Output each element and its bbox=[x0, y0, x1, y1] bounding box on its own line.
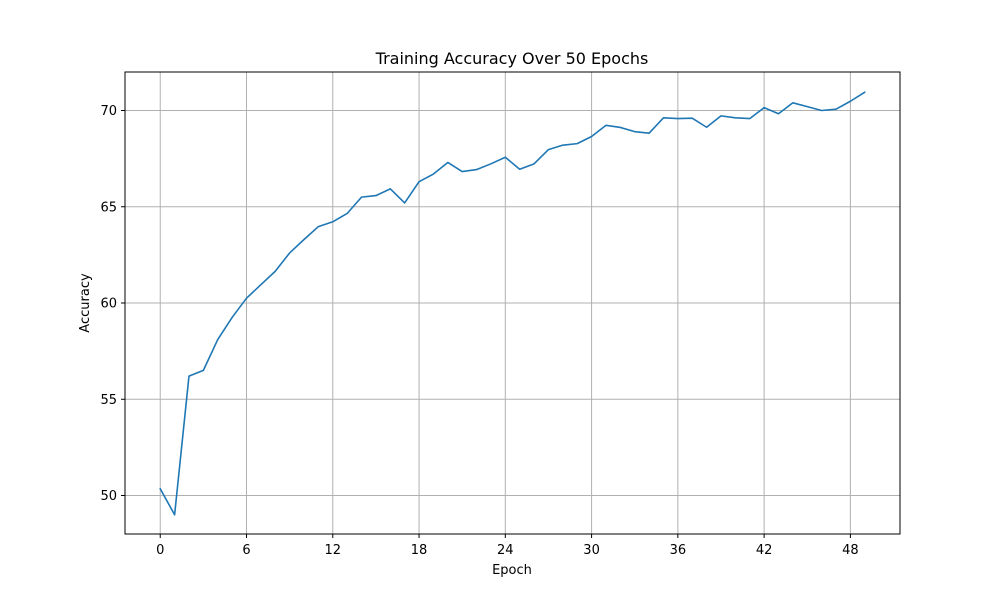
x-tick-label: 48 bbox=[842, 543, 859, 558]
y-tick-label: 70 bbox=[100, 104, 117, 119]
x-tick-label: 36 bbox=[670, 543, 687, 558]
x-tick-label: 24 bbox=[497, 543, 514, 558]
x-tick-label: 0 bbox=[156, 543, 164, 558]
x-tick-label: 30 bbox=[583, 543, 600, 558]
y-axis-label: Accuracy bbox=[78, 273, 93, 333]
ticks: 0 6 12 18 24 30 36 42 48 50 55 60 65 70 bbox=[100, 104, 858, 558]
series-layer bbox=[159, 91, 866, 516]
y-tick-label: 55 bbox=[100, 393, 117, 408]
chart-title: Training Accuracy Over 50 Epochs bbox=[375, 49, 649, 68]
grid bbox=[125, 72, 900, 534]
y-tick-label: 50 bbox=[100, 489, 117, 504]
y-tick-label: 65 bbox=[100, 200, 117, 215]
x-tick-label: 6 bbox=[242, 543, 250, 558]
x-axis-label: Epoch bbox=[492, 563, 532, 578]
y-tick-label: 60 bbox=[100, 297, 117, 312]
accuracy-line bbox=[159, 91, 866, 516]
x-tick-label: 42 bbox=[756, 543, 773, 558]
x-tick-label: 18 bbox=[411, 543, 428, 558]
x-tick-label: 12 bbox=[324, 543, 341, 558]
